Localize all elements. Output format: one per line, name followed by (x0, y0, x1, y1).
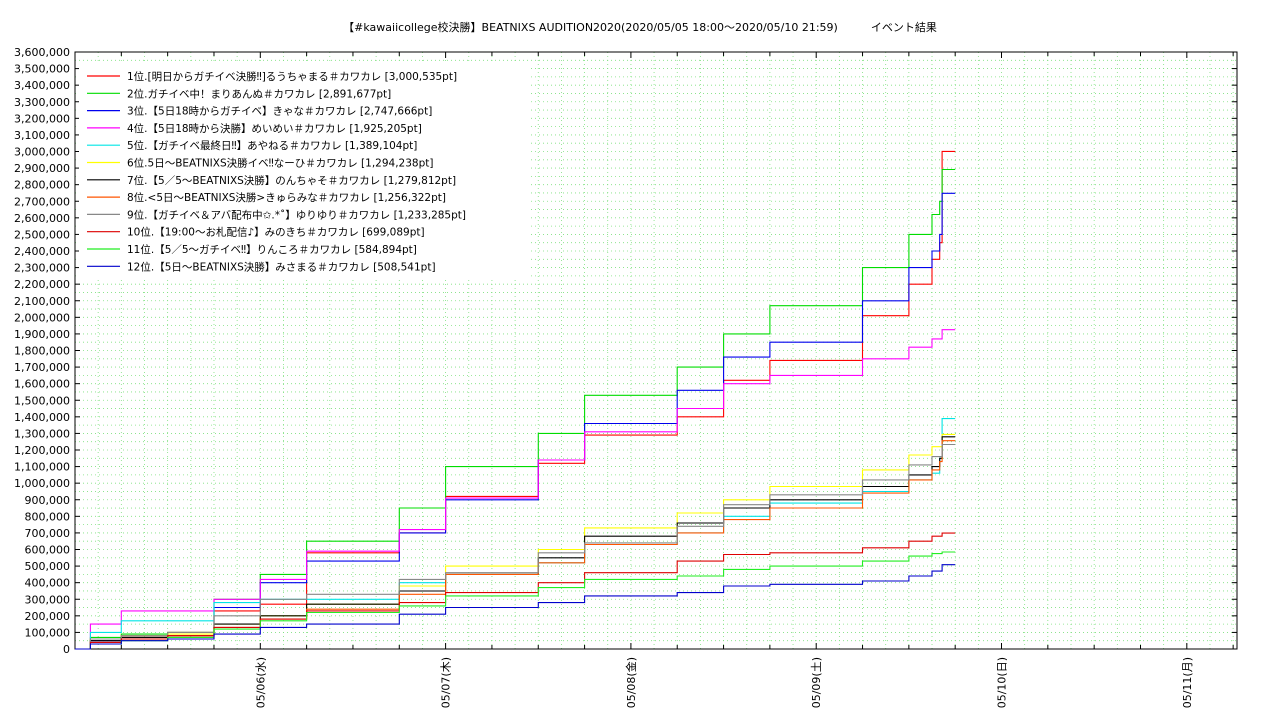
y-tick-label: 2,100,000 (14, 295, 70, 308)
y-tick-label: 1,600,000 (14, 378, 70, 391)
series-line-4 (75, 329, 956, 650)
y-tick-label: 3,400,000 (14, 79, 70, 92)
x-tick-label: 05/06(水) (254, 657, 267, 708)
legend-entry: 4位.【5日18時から決勝】めいめい＃カワカレ [1,925,205pt] (127, 122, 422, 135)
x-tick-label: 05/07(木) (440, 657, 453, 708)
y-tick-label: 900,000 (25, 494, 71, 507)
y-tick-label: 500,000 (25, 560, 71, 573)
y-tick-label: 1,900,000 (14, 328, 70, 341)
legend-entry: 8位.<5日〜BEATNIXS決勝>きゅらみな＃カワカレ [1,256,322p… (127, 191, 446, 204)
y-tick-label: 2,800,000 (14, 179, 70, 192)
legend-entry: 10位.【19:00〜お札配信♪】みのきち＃カワカレ [699,089pt] (127, 226, 425, 239)
series-line-12 (75, 564, 956, 650)
y-tick-label: 1,300,000 (14, 427, 70, 440)
legend-entry: 11位.【5／5〜ガチイベ‼︎】りんころ＃カワカレ [584,894pt] (127, 243, 417, 256)
grid-lines (75, 52, 1237, 649)
y-tick-label: 700,000 (25, 527, 71, 540)
y-tick-label: 2,000,000 (14, 311, 70, 324)
y-tick-label: 2,300,000 (14, 262, 70, 275)
y-tick-label: 1,000,000 (14, 477, 70, 490)
y-tick-label: 2,700,000 (14, 195, 70, 208)
y-tick-label: 200,000 (25, 610, 71, 623)
y-tick-label: 1,400,000 (14, 411, 70, 424)
y-tick-label: 100,000 (25, 626, 71, 639)
y-tick-label: 1,500,000 (14, 394, 70, 407)
y-tick-label: 1,100,000 (14, 461, 70, 474)
y-tick-label: 2,200,000 (14, 278, 70, 291)
y-axis: 0 100,000 200,000 300,000 400,000 500,000 600,… (14, 46, 1237, 656)
legend-box (79, 62, 531, 280)
x-axis: 05/06(水) 05/07(木) 05/08(金) 05/09(土) 05/10(日)… (120, 52, 1234, 708)
y-tick-label: 800,000 (25, 510, 71, 523)
y-tick-label: 600,000 (25, 544, 71, 557)
x-tick-label: 05/08(金) (624, 657, 638, 708)
legend-entry: 7位.【5／5〜BEATNIXS決勝】のんちゃそ＃カワカレ [1,279,812… (127, 174, 456, 187)
y-tick-label: 3,500,000 (14, 63, 70, 76)
legend-entry: 6位.5日〜BEATNIXS決勝イベ‼︎なーひ＃カワカレ [1,294,238p… (127, 157, 433, 170)
y-tick-label: 300,000 (25, 593, 71, 606)
legend-entry: 9位.【ガチイベ＆アバ配布中✩.*˚】ゆりゆり＃カワカレ [1,233,285p… (127, 208, 466, 221)
legend-entry: 12位.【5日〜BEATNIXS決勝】みさまる＃カワカレ [508,541pt] (127, 260, 436, 273)
legend-entry: 5位.【ガチイベ最終日‼︎】あやねる＃カワカレ [1,389,104pt] (127, 139, 417, 152)
y-tick-label: 2,400,000 (14, 245, 70, 258)
chart-title: 【#kawaiicollege校決勝】BEATNIXS AUDITION2020… (343, 21, 937, 34)
y-tick-label: 3,300,000 (14, 96, 70, 109)
x-tick-label: 05/11(月) (1181, 657, 1194, 708)
x-tick-label: 05/09(土) (810, 657, 823, 708)
legend-entry: 1位.[明日からガチイベ決勝‼︎]るうちゃまる＃カワカレ [3,000,535p… (127, 70, 457, 83)
legend-entry: 2位.ガチイベ中！まりあんぬ＃カワカレ [2,891,677pt] (127, 87, 391, 100)
y-tick-label: 0 (63, 643, 70, 656)
y-tick-label: 3,100,000 (14, 129, 70, 142)
y-tick-label: 2,600,000 (14, 212, 70, 225)
y-tick-label: 2,900,000 (14, 162, 70, 175)
y-tick-label: 1,200,000 (14, 444, 70, 457)
y-tick-label: 1,800,000 (14, 345, 70, 358)
series-line-5 (75, 418, 956, 650)
y-tick-label: 2,500,000 (14, 228, 70, 241)
y-tick-label: 3,000,000 (14, 146, 70, 159)
x-tick-label: 05/10(日) (996, 657, 1009, 708)
series-lines (75, 150, 956, 650)
series-line-11 (75, 551, 956, 650)
series-line-9 (75, 443, 956, 650)
y-tick-label: 400,000 (25, 577, 71, 590)
legend: 1位.[明日からガチイベ決勝‼︎]るうちゃまる＃カワカレ [3,000,535p… (79, 62, 531, 280)
y-tick-label: 3,600,000 (14, 46, 70, 59)
y-tick-label: 1,700,000 (14, 361, 70, 374)
y-tick-label: 3,200,000 (14, 112, 70, 125)
legend-entry: 3位.【5日18時からガチイベ】きゃな＃カワカレ [2,747,666pt] (127, 105, 432, 118)
